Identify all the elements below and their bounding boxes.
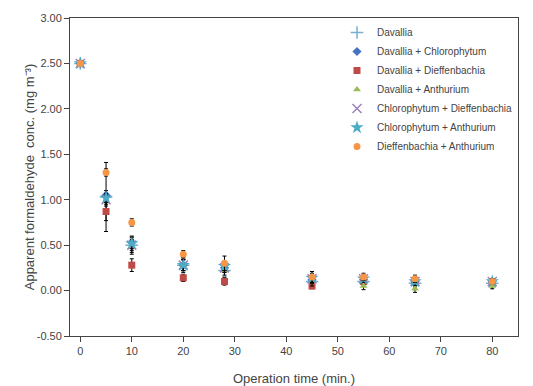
svg-text:Chlorophytum + Anthurium: Chlorophytum + Anthurium — [377, 122, 496, 133]
svg-text:Apparent formaldehyde conc. (: Apparent formaldehyde conc. (mg m⁻³) — [22, 64, 37, 291]
svg-text:0: 0 — [77, 345, 83, 357]
svg-text:1.50: 1.50 — [40, 148, 61, 160]
svg-text:Davallia + Chlorophytum: Davallia + Chlorophytum — [377, 46, 486, 57]
svg-text:0.50: 0.50 — [40, 239, 61, 251]
svg-text:70: 70 — [435, 345, 447, 357]
svg-text:20: 20 — [177, 345, 189, 357]
svg-text:3.00: 3.00 — [40, 12, 61, 24]
svg-text:2.50: 2.50 — [40, 57, 61, 69]
svg-text:2.00: 2.00 — [40, 103, 61, 115]
svg-text:Davallia: Davallia — [377, 27, 413, 38]
svg-text:-0.50: -0.50 — [37, 330, 62, 342]
svg-text:Dieffenbachia + Anthurium: Dieffenbachia + Anthurium — [377, 141, 494, 152]
svg-text:60: 60 — [383, 345, 395, 357]
svg-text:40: 40 — [280, 345, 292, 357]
svg-text:50: 50 — [332, 345, 344, 357]
svg-text:10: 10 — [126, 345, 138, 357]
svg-text:Operation time (min.): Operation time (min.) — [233, 371, 355, 386]
svg-text:Davallia + Dieffenbachia: Davallia + Dieffenbachia — [377, 65, 485, 76]
svg-text:80: 80 — [486, 345, 498, 357]
svg-text:0.00: 0.00 — [40, 284, 61, 296]
svg-text:Davallia + Anthurium: Davallia + Anthurium — [377, 84, 469, 95]
svg-text:1.00: 1.00 — [40, 194, 61, 206]
svg-text:30: 30 — [229, 345, 241, 357]
svg-text:Chlorophytum + Dieffenbachia: Chlorophytum + Dieffenbachia — [377, 103, 512, 114]
